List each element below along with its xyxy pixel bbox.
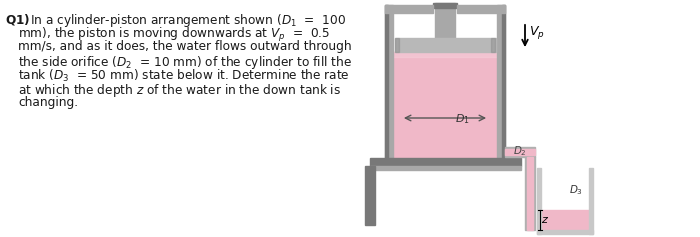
- Bar: [457, 5, 505, 13]
- Bar: [505, 149, 535, 155]
- Bar: [370, 166, 521, 170]
- Bar: [497, 5, 505, 158]
- Bar: [395, 38, 399, 52]
- Bar: [385, 5, 433, 13]
- Text: mm), the piston is moving downwards at $\boldsymbol{V_p}$  =  0.5: mm), the piston is moving downwards at $…: [18, 26, 330, 44]
- Text: at which the depth $z$ of the water in the down tank is: at which the depth $z$ of the water in t…: [18, 82, 341, 99]
- Bar: [527, 157, 533, 230]
- Bar: [433, 3, 457, 8]
- Bar: [537, 230, 593, 234]
- Text: tank ($\boldsymbol{D_3}$  = 50 mm) state below it. Determine the rate: tank ($\boldsymbol{D_3}$ = 50 mm) state …: [18, 68, 350, 84]
- Text: the side orifice ($\boldsymbol{D_2}$  = 10 mm) of the cylinder to fill the: the side orifice ($\boldsymbol{D_2}$ = 1…: [18, 54, 352, 71]
- Bar: [505, 147, 535, 157]
- Bar: [393, 52, 498, 158]
- Bar: [385, 5, 393, 158]
- Bar: [435, 3, 455, 38]
- Bar: [370, 158, 521, 166]
- Text: mm/s, and as it does, the water flows outward through: mm/s, and as it does, the water flows ou…: [18, 40, 351, 53]
- Bar: [385, 5, 388, 158]
- Bar: [589, 168, 593, 234]
- Text: $\mathbf{Q1)}$: $\mathbf{Q1)}$: [5, 12, 30, 27]
- Bar: [502, 5, 505, 158]
- Text: $z$: $z$: [541, 215, 549, 225]
- Bar: [365, 166, 375, 225]
- Text: $D_1$: $D_1$: [455, 112, 470, 126]
- Bar: [537, 168, 541, 234]
- Text: changing.: changing.: [18, 96, 78, 109]
- Text: In a cylinder-piston arrangement shown ($\boldsymbol{D_1}$  =  100: In a cylinder-piston arrangement shown (…: [30, 12, 346, 29]
- Text: $D_2$: $D_2$: [513, 144, 527, 158]
- Bar: [395, 38, 496, 52]
- Bar: [541, 210, 589, 230]
- Text: $V_p$: $V_p$: [529, 23, 545, 41]
- Bar: [491, 38, 495, 52]
- Bar: [525, 157, 535, 230]
- Text: $D_3$: $D_3$: [569, 183, 583, 197]
- Bar: [393, 52, 498, 57]
